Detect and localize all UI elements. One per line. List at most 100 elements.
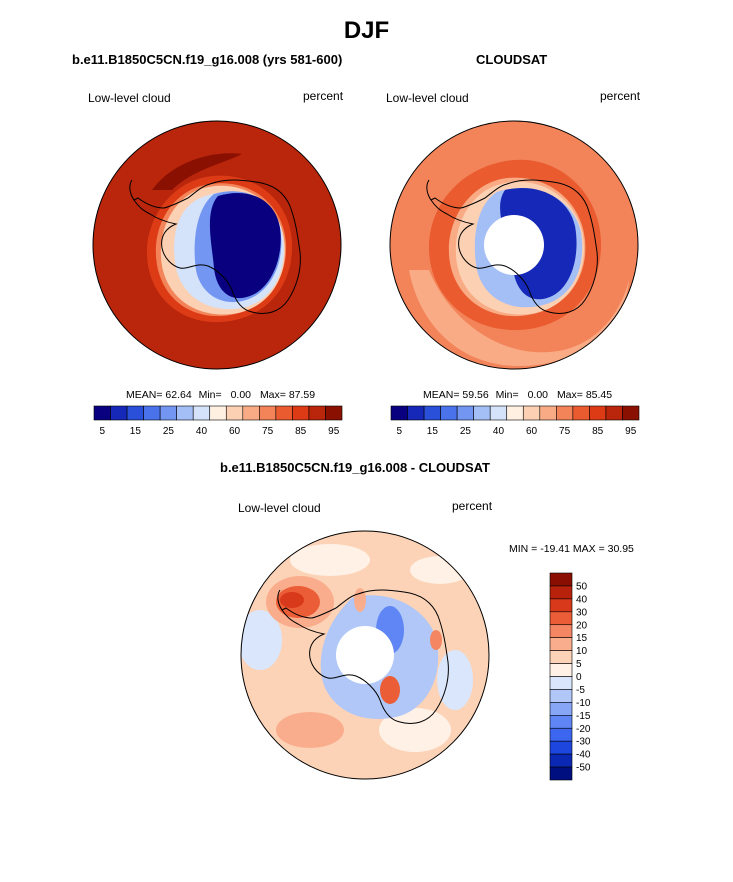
obs-colorbar-box xyxy=(506,405,524,421)
obs-colorbar-box xyxy=(622,405,640,421)
obs-colorbar-tick-label: 15 xyxy=(427,426,439,437)
obs-map-border xyxy=(389,120,639,370)
model-units-label: percent xyxy=(303,89,344,103)
diff-blob-west-neg xyxy=(241,610,282,670)
obs-colorbar-box xyxy=(589,405,607,421)
model-peninsula xyxy=(129,179,135,201)
diff-blob-se-low xyxy=(379,708,451,752)
diff-colorbar-box xyxy=(549,624,573,638)
model-min-value: 0.00 xyxy=(230,389,252,401)
diff-colorbar-tick-label: -5 xyxy=(576,685,585,696)
diff-colorbar-tick-label: 5 xyxy=(576,659,582,670)
obs-colorbar-box xyxy=(605,405,623,421)
model-colorbar-box xyxy=(308,405,326,421)
obs-colorbar-box xyxy=(440,405,458,421)
obs-min-value: 0.00 xyxy=(527,389,549,401)
diff-colorbar-tick-label: 0 xyxy=(576,672,582,683)
model-colorbar-tick-label: 60 xyxy=(229,426,241,437)
diff-colorbar-tick-label: 10 xyxy=(576,646,588,657)
model-colorbar-tick-label: 15 xyxy=(130,426,142,437)
model-colorbar-box xyxy=(242,405,260,421)
diff-colorbar-box xyxy=(549,650,573,664)
diff-units-label: percent xyxy=(452,499,493,513)
model-polar-map xyxy=(92,120,342,370)
obs-colorbar-tick-label: 75 xyxy=(559,426,571,437)
obs-mean-label: MEAN= xyxy=(423,389,460,401)
obs-colorbar-tick-label: 60 xyxy=(526,426,538,437)
diff-peninsula xyxy=(277,589,283,611)
diff-colorbar-tick-label: -20 xyxy=(576,724,591,735)
diff-blob-east-neg xyxy=(437,650,473,710)
model-colorbar-tick-label: 5 xyxy=(99,426,105,437)
diff-blob-north-low xyxy=(290,544,370,576)
diff-colorbar-box xyxy=(549,753,573,768)
diff-minmax: MIN = -19.41 MAX = 30.95 xyxy=(509,543,634,555)
diff-colorbar-box xyxy=(549,676,573,690)
obs-colorbar-box xyxy=(489,405,508,421)
obs-colorbar-box xyxy=(556,405,574,421)
model-coastline xyxy=(133,179,301,314)
obs-colorbar-tick-label: 85 xyxy=(592,426,604,437)
diff-map-border xyxy=(240,530,490,780)
obs-max-label: Max= xyxy=(556,389,583,401)
obs-colorbar-box xyxy=(539,405,557,421)
obs-colorbar-tick-label: 40 xyxy=(493,426,505,437)
diff-colorbar-tick-label: 30 xyxy=(576,607,588,618)
diff-colorbar-box xyxy=(549,585,573,600)
obs-variable-label: Low-level cloud xyxy=(386,91,469,105)
model-mean-label: MEAN= xyxy=(126,389,163,401)
model-colorbar-tick-label: 85 xyxy=(295,426,307,437)
obs-colorbar-tick-label: 25 xyxy=(460,426,472,437)
obs-colorbar-box xyxy=(390,405,408,421)
model-colorbar-box xyxy=(192,405,211,421)
diff-blob-ne-low xyxy=(410,556,470,584)
model-max-label: Max= xyxy=(259,389,286,401)
model-colorbar-tick-label: 75 xyxy=(262,426,274,437)
diff-colorbar-tick-label: 15 xyxy=(576,633,588,644)
obs-colorbar: 5 15 25 40 60 75 85 95 xyxy=(390,405,640,437)
diff-blob-east-pos xyxy=(430,630,442,650)
diff-colorbar-tick-label: 40 xyxy=(576,594,588,605)
diff-colorbar-box xyxy=(549,572,573,587)
model-colorbar-box xyxy=(259,405,277,421)
obs-colorbar-box xyxy=(423,405,441,421)
model-colorbar-box xyxy=(110,405,128,421)
obs-colorbar-box xyxy=(522,405,541,421)
diff-colorbar-tick-label: 50 xyxy=(576,581,588,592)
obs-min-label: Min= xyxy=(495,389,519,401)
obs-panel-title: CLOUDSAT xyxy=(476,52,548,67)
season-title: DJF xyxy=(343,17,390,44)
model-stats: MEAN= 62.64 Min= 0.00 Max= 87.59 xyxy=(126,389,315,401)
obs-field-band-outer-low xyxy=(409,270,629,366)
obs-colorbar-box xyxy=(572,405,590,421)
obs-polar-map xyxy=(389,120,639,370)
obs-polar-gap xyxy=(484,215,544,275)
obs-coastline xyxy=(430,179,598,314)
model-mean-value: 62.64 xyxy=(165,389,192,401)
diff-coastline xyxy=(281,589,449,724)
model-min-label: Min= xyxy=(198,389,222,401)
obs-stats: MEAN= 59.56 Min= 0.00 Max= 85.45 xyxy=(423,389,612,401)
diff-colorbar-tick-label: -10 xyxy=(576,698,591,709)
diff-colorbar-tick-label: -30 xyxy=(576,737,591,748)
diff-colorbar-box xyxy=(549,715,573,729)
model-colorbar-box xyxy=(275,405,293,421)
obs-mean-value: 59.56 xyxy=(462,389,489,401)
model-colorbar-box xyxy=(292,405,310,421)
model-colorbar-box xyxy=(143,405,161,421)
diff-colorbar-box xyxy=(549,611,573,626)
diff-colorbar-box xyxy=(549,663,573,677)
model-colorbar-box xyxy=(325,405,343,421)
model-panel-title: b.e11.B1850C5CN.f19_g16.008 (yrs 581-600… xyxy=(72,52,343,67)
obs-colorbar-box xyxy=(456,405,474,421)
diff-blob-peninsula-max xyxy=(280,592,304,608)
diff-colorbar-tick-label: -40 xyxy=(576,750,591,761)
obs-colorbar-tick-label: 95 xyxy=(625,426,637,437)
diff-colorbar-box xyxy=(549,740,573,755)
diff-colorbar-tick-label: 20 xyxy=(576,620,588,631)
model-colorbar-box xyxy=(225,405,244,421)
diff-panel-title: b.e11.B1850C5CN.f19_g16.008 - CLOUDSAT xyxy=(220,460,490,475)
model-variable-label: Low-level cloud xyxy=(88,91,171,105)
diff-colorbar-box xyxy=(549,689,573,703)
